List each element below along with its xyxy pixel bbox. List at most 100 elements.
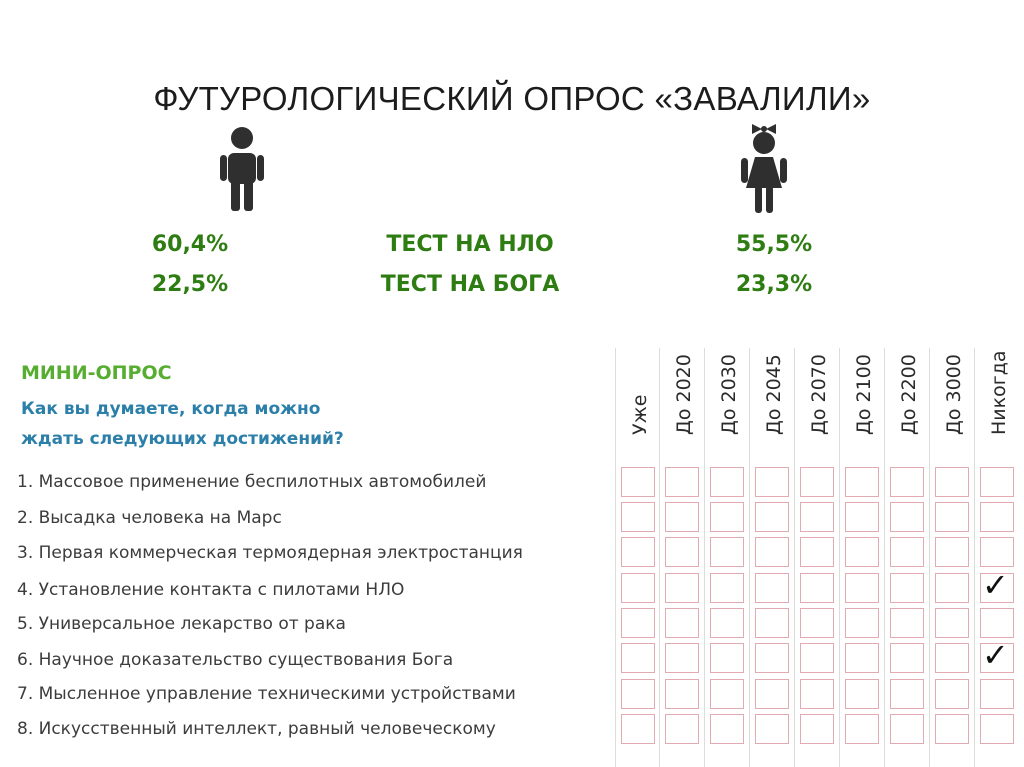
answer-checkbox[interactable] [665, 608, 699, 638]
answer-checkbox[interactable] [800, 608, 834, 638]
answer-checkbox[interactable] [710, 502, 744, 532]
answer-checkbox[interactable] [800, 679, 834, 709]
answer-checkbox[interactable] [935, 608, 969, 638]
answer-checkbox[interactable] [845, 537, 879, 567]
answer-checkbox[interactable] [710, 467, 744, 497]
answer-checkbox[interactable] [980, 537, 1014, 567]
answer-checkbox[interactable] [800, 714, 834, 744]
answer-checkbox[interactable] [710, 573, 744, 603]
answer-checkbox[interactable] [845, 502, 879, 532]
answer-checkbox[interactable] [890, 573, 924, 603]
answer-checkbox[interactable] [935, 679, 969, 709]
answer-checkbox[interactable] [800, 643, 834, 673]
answer-checkbox[interactable] [621, 502, 655, 532]
answer-checkbox[interactable] [800, 537, 834, 567]
answer-checkbox[interactable] [710, 643, 744, 673]
answer-checkbox[interactable] [665, 502, 699, 532]
answer-checkbox[interactable] [710, 608, 744, 638]
survey-question-line: ждать следующих достижений? [21, 429, 344, 449]
answer-checkbox[interactable] [621, 608, 655, 638]
answer-checkbox[interactable] [980, 679, 1014, 709]
checkmark-icon: ✓ [982, 566, 1009, 604]
column-header-label: До 3000 [943, 354, 965, 435]
answer-checkbox[interactable] [980, 467, 1014, 497]
survey-item: 5. Универсальное лекарство от рака [17, 614, 346, 634]
answer-checkbox[interactable] [935, 537, 969, 567]
survey-item: 4. Установление контакта с пилотами НЛО [17, 580, 405, 600]
grid-divider [704, 348, 705, 767]
column-header-label: Уже [629, 394, 651, 435]
column-header-label: До 2100 [853, 354, 875, 435]
column-header: До 2100 [841, 354, 885, 457]
column-header: До 2070 [796, 354, 840, 457]
answer-checkbox[interactable] [935, 714, 969, 744]
answer-checkbox[interactable] [665, 643, 699, 673]
answer-checkbox[interactable] [890, 502, 924, 532]
answer-checkbox[interactable] [800, 467, 834, 497]
answer-checkbox[interactable] [890, 537, 924, 567]
answer-checkbox[interactable] [935, 573, 969, 603]
survey-item: 2. Высадка человека на Марс [17, 508, 282, 528]
answer-checkbox[interactable] [621, 467, 655, 497]
slide-title: ФУТУРОЛОГИЧЕСКИЙ ОПРОС «ЗАВАЛИЛИ» [153, 80, 871, 118]
answer-checkbox[interactable] [935, 502, 969, 532]
answer-checkbox[interactable] [755, 537, 789, 567]
answer-checkbox[interactable] [890, 714, 924, 744]
answer-checkbox[interactable] [621, 643, 655, 673]
answer-checkbox[interactable] [980, 502, 1014, 532]
answer-checkbox[interactable] [890, 467, 924, 497]
column-header: До 3000 [931, 354, 975, 457]
grid-divider [615, 348, 616, 767]
answer-checkbox[interactable] [755, 643, 789, 673]
answer-checkbox[interactable] [845, 643, 879, 673]
checkmark-icon: ✓ [982, 636, 1009, 674]
column-header-label: Никогда [988, 350, 1010, 436]
column-header: Никогда [976, 351, 1020, 457]
answer-checkbox[interactable] [980, 643, 1014, 673]
answer-checkbox[interactable] [755, 714, 789, 744]
column-header-label: До 2200 [898, 354, 920, 435]
answer-checkbox[interactable] [800, 502, 834, 532]
answer-checkbox[interactable] [980, 608, 1014, 638]
answer-checkbox[interactable] [710, 537, 744, 567]
answer-checkbox[interactable] [890, 679, 924, 709]
answer-checkbox[interactable] [980, 573, 1014, 603]
answer-checkbox[interactable] [935, 643, 969, 673]
column-header-label: До 2070 [808, 354, 830, 435]
answer-checkbox[interactable] [845, 573, 879, 603]
answer-checkbox[interactable] [755, 502, 789, 532]
answer-checkbox[interactable] [621, 679, 655, 709]
answer-checkbox[interactable] [755, 679, 789, 709]
answer-checkbox[interactable] [755, 467, 789, 497]
survey-item: 1. Массовое применение беспилотных автом… [17, 472, 487, 492]
answer-checkbox[interactable] [890, 643, 924, 673]
answer-checkbox[interactable] [890, 608, 924, 638]
grid-divider [839, 348, 840, 767]
answer-checkbox[interactable] [755, 573, 789, 603]
answer-checkbox[interactable] [935, 467, 969, 497]
girl-icon [740, 120, 788, 214]
answer-checkbox[interactable] [845, 608, 879, 638]
answer-checkbox[interactable] [665, 679, 699, 709]
column-header-label: До 2045 [763, 354, 785, 435]
answer-checkbox[interactable] [845, 714, 879, 744]
answer-checkbox[interactable] [755, 608, 789, 638]
answer-checkbox[interactable] [665, 537, 699, 567]
answer-checkbox[interactable] [710, 679, 744, 709]
answer-checkbox[interactable] [800, 573, 834, 603]
answer-checkbox[interactable] [621, 537, 655, 567]
column-header: До 2020 [661, 354, 705, 457]
survey-item: 7. Мысленное управление техническими уст… [17, 684, 516, 704]
answer-checkbox[interactable] [665, 714, 699, 744]
column-header: Уже [617, 365, 661, 457]
answer-checkbox[interactable] [621, 573, 655, 603]
answer-checkbox[interactable] [665, 467, 699, 497]
answer-checkbox[interactable] [845, 467, 879, 497]
column-header: До 2045 [751, 354, 795, 457]
answer-checkbox[interactable] [980, 714, 1014, 744]
grid-divider [749, 348, 750, 767]
answer-checkbox[interactable] [710, 714, 744, 744]
answer-checkbox[interactable] [665, 573, 699, 603]
answer-checkbox[interactable] [845, 679, 879, 709]
answer-checkbox[interactable] [621, 714, 655, 744]
